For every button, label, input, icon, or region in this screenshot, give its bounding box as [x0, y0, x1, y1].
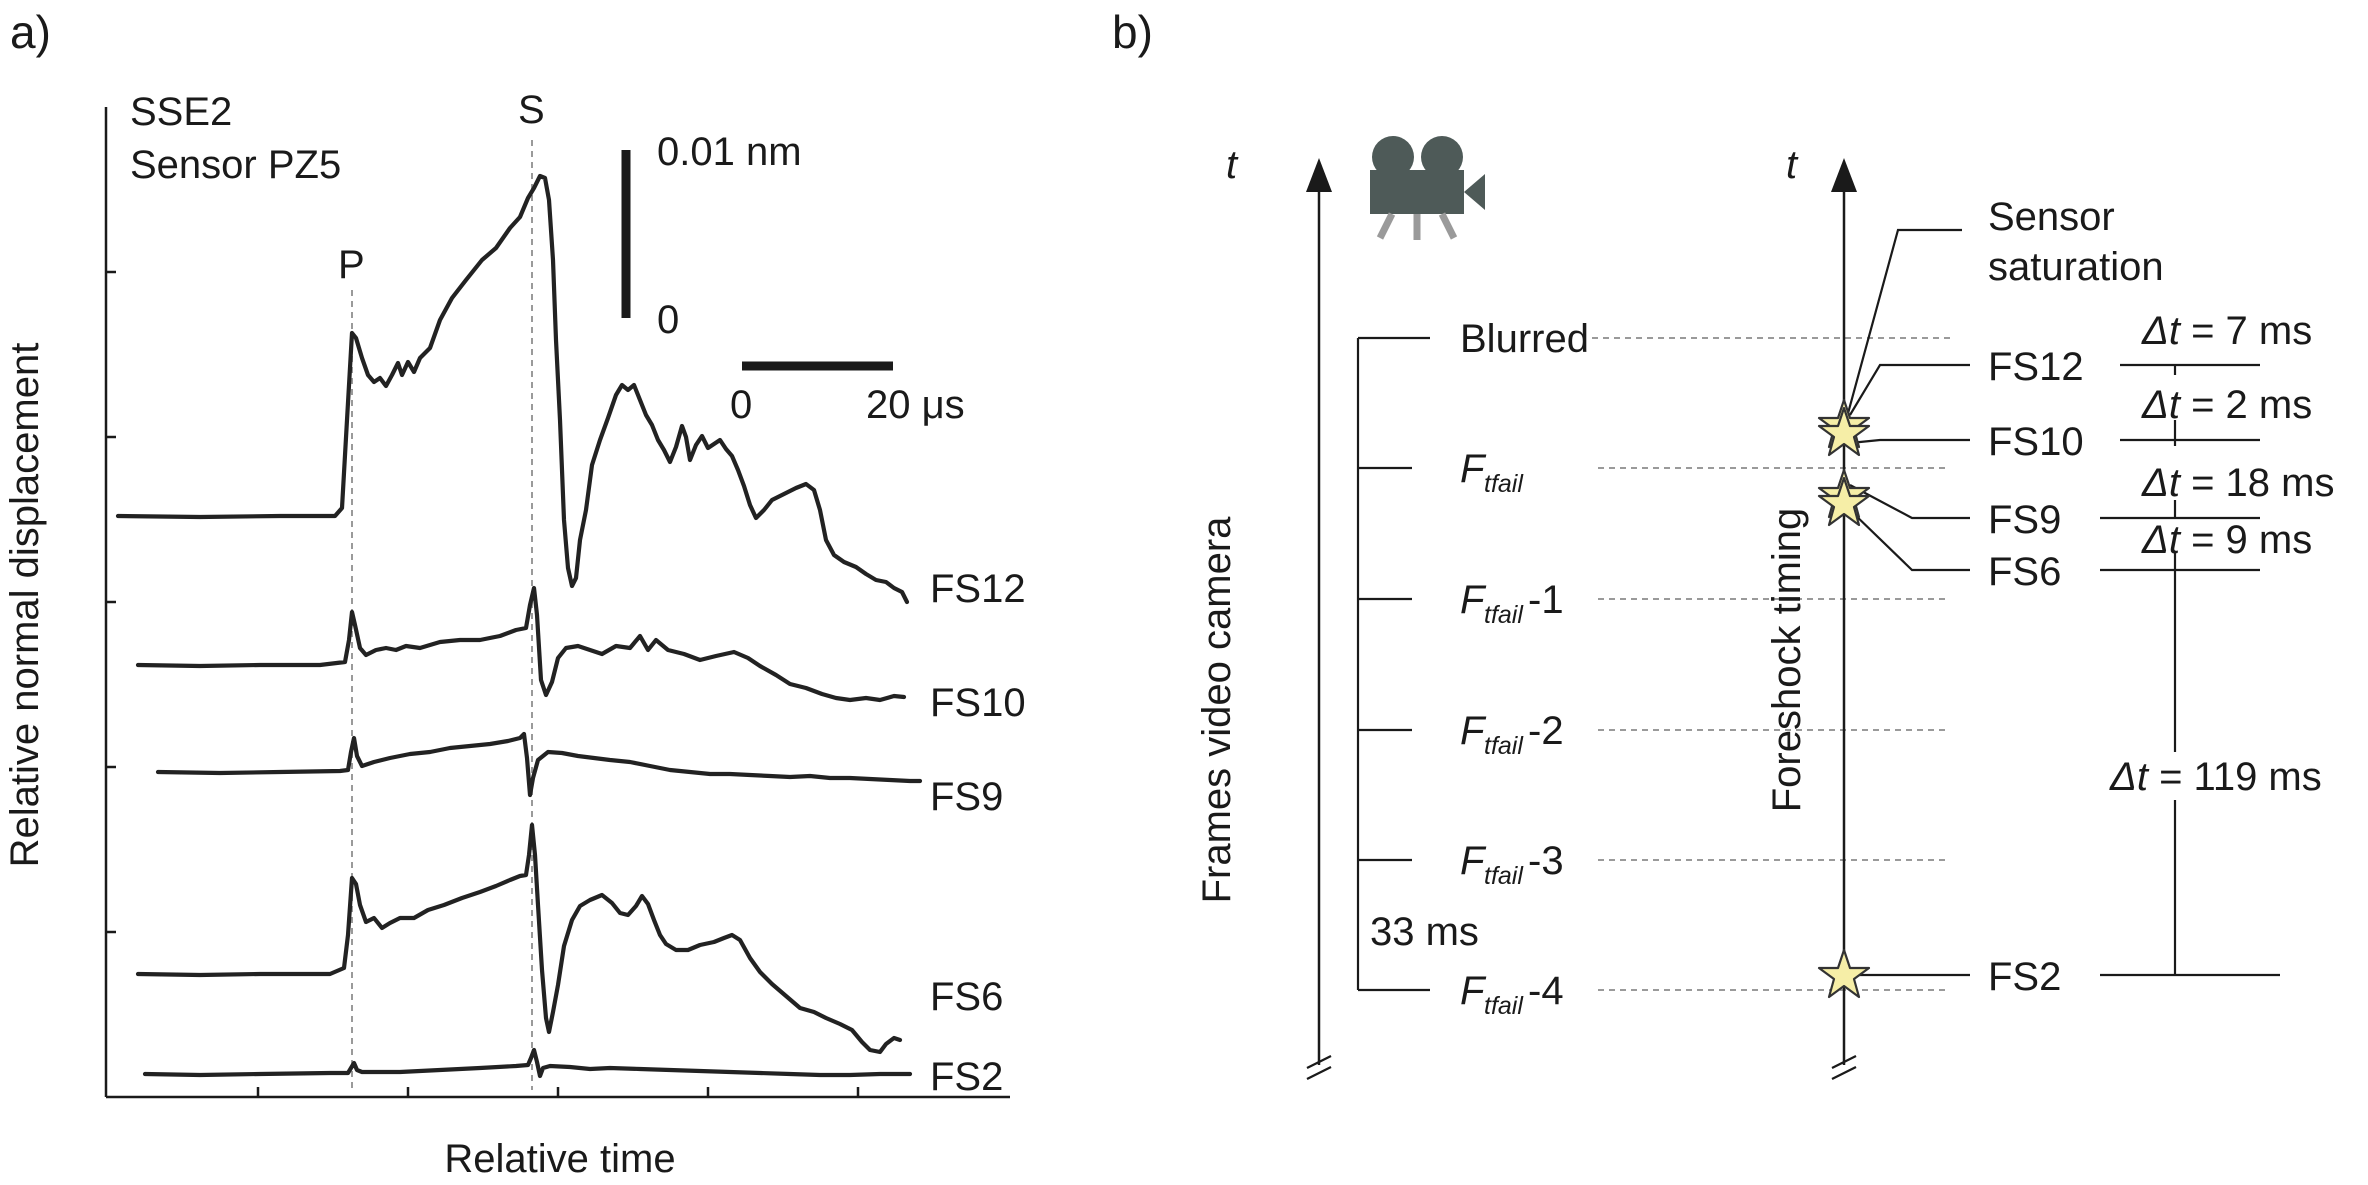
trace-label-fs6: FS6 — [930, 975, 1003, 1019]
svg-text:tfail: tfail — [1484, 862, 1524, 890]
svg-text:Δt = 119 ms: Δt = 119 ms — [2109, 755, 2322, 799]
amplitude-scale-top: 0.01 nm — [657, 130, 802, 174]
trace-fs2 — [142, 1047, 913, 1079]
camera-axis-label: Frames video camera — [1195, 516, 1239, 904]
panel-b: b) t Frames video camera Blurred — [1112, 6, 2334, 1080]
title-line1: SSE2 — [130, 90, 232, 134]
dt-label-fs9-fs6: Δt = 18 ms — [2141, 461, 2334, 505]
saturation-line2: saturation — [1988, 245, 2164, 289]
dt-label-fs10-fs9: Δt = 2 ms — [2141, 383, 2312, 427]
frame-label-ftfail-4: F tfail -4 — [1460, 969, 1564, 1020]
foreshock-axis-break — [1831, 1055, 1857, 1080]
svg-text:-1: -1 — [1528, 578, 1564, 622]
video-camera-icon — [1370, 136, 1485, 240]
svg-text:Δt = 18 ms: Δt = 18 ms — [2141, 461, 2334, 505]
trace-fs10 — [135, 585, 907, 703]
trace-label-fs2: FS2 — [930, 1055, 1003, 1099]
star-icon-fs2 — [1817, 948, 1871, 999]
x-axis-label: Relative time — [444, 1137, 675, 1181]
foreshock-label-fs6: FS6 — [1988, 550, 2061, 594]
frame-label-ftfail: F tfail — [1460, 447, 1524, 498]
trace-label-fs12: FS12 — [930, 567, 1026, 611]
foreshock-label-fs9: FS9 — [1988, 498, 2061, 542]
foreshock-axis-arrow — [1831, 158, 1857, 192]
trace-fs9 — [155, 731, 923, 798]
dt-label-fs6-fs2: Δt = 9 ms — [2141, 518, 2312, 562]
leader-fs6 — [1849, 509, 1970, 572]
trace-fs12 — [115, 173, 910, 605]
foreshock-label-fs10: FS10 — [1988, 420, 2084, 464]
leader-fs12 — [1849, 363, 1970, 416]
trace-label-fs9: FS9 — [930, 775, 1003, 819]
camera-axis-break — [1306, 1055, 1332, 1080]
y-ticks — [106, 270, 116, 934]
svg-text:Δt = 2 ms: Δt = 2 ms — [2141, 383, 2312, 427]
frame-label-ftfail-1: F tfail -1 — [1460, 578, 1564, 629]
dt-label-total: Δt = 119 ms — [2109, 755, 2322, 799]
foreshock-axis-label: Foreshock timing — [1765, 508, 1809, 813]
trace-label-fs10: FS10 — [930, 681, 1026, 725]
dt-label-fs12-fs10: Δt = 7 ms — [2141, 309, 2312, 353]
svg-text:-2: -2 — [1528, 709, 1564, 753]
saturation-line1: Sensor — [1988, 195, 2115, 239]
frame-label-ftfail-2: F tfail -2 — [1460, 709, 1564, 760]
svg-text:F: F — [1460, 839, 1487, 883]
amplitude-scale-bottom: 0 — [657, 298, 679, 342]
s-phase-label: S — [518, 88, 545, 132]
svg-text:F: F — [1460, 709, 1487, 753]
leader-fs9 — [1849, 484, 1970, 520]
camera-time-symbol: t — [1226, 143, 1239, 187]
star-icon-fs10 — [1817, 406, 1871, 457]
svg-text:F: F — [1460, 578, 1487, 622]
svg-text:tfail: tfail — [1484, 992, 1524, 1020]
panel-b-label: b) — [1112, 6, 1153, 58]
svg-text:Δt = 9 ms: Δt = 9 ms — [2141, 518, 2312, 562]
frame-label-ftfail-3: F tfail -3 — [1460, 839, 1564, 890]
frame-interval-label: 33 ms — [1370, 910, 1479, 954]
svg-text:tfail: tfail — [1484, 470, 1524, 498]
saturation-leader — [1842, 228, 1962, 429]
star-icon-fs6 — [1817, 476, 1871, 527]
foreshock-label-fs12: FS12 — [1988, 345, 2084, 389]
y-axis-label: Relative normal displacement — [3, 343, 47, 868]
time-scale-left: 0 — [730, 383, 752, 427]
svg-text:tfail: tfail — [1484, 601, 1524, 629]
frame-label-blurred: Blurred — [1460, 317, 1589, 361]
x-ticks — [256, 1087, 860, 1097]
p-phase-label: P — [338, 243, 365, 287]
trace-fs6 — [135, 822, 903, 1055]
leader-fs10 — [1849, 438, 1970, 445]
camera-axis-arrow — [1306, 158, 1332, 192]
svg-text:tfail: tfail — [1484, 732, 1524, 760]
foreshock-label-fs2: FS2 — [1988, 955, 2061, 999]
svg-text:-4: -4 — [1528, 969, 1564, 1013]
time-scale-right: 20 μs — [866, 383, 965, 427]
title-line2: Sensor PZ5 — [130, 143, 341, 187]
svg-text:F: F — [1460, 447, 1487, 491]
panel-a: a) SSE2 Sensor PZ5 P S 0.01 nm 0 — [3, 6, 1026, 1181]
foreshock-time-symbol: t — [1786, 143, 1799, 187]
svg-text:Δt = 7 ms: Δt = 7 ms — [2141, 309, 2312, 353]
panel-a-label: a) — [10, 6, 51, 58]
svg-text:-3: -3 — [1528, 839, 1564, 883]
svg-text:F: F — [1460, 969, 1487, 1013]
